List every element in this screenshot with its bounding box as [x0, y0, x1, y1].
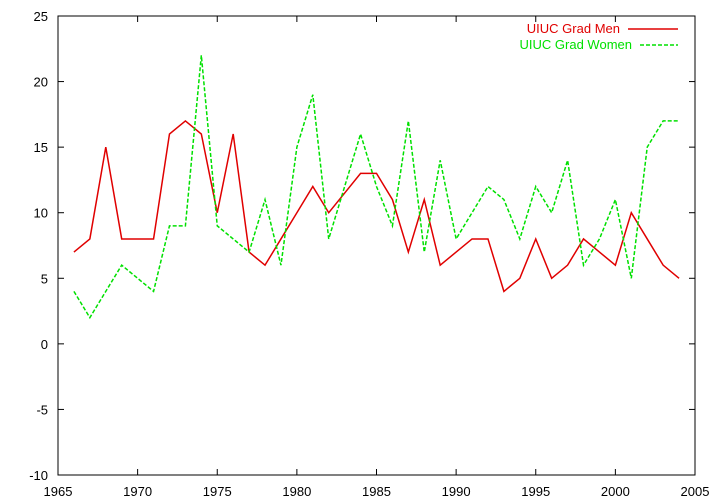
- series-layer: [73, 55, 680, 320]
- legend-label-men: UIUC Grad Men: [527, 21, 620, 36]
- y-tick-label: 20: [34, 75, 48, 90]
- y-tick-label: 0: [41, 337, 48, 352]
- y-tick-label: -5: [36, 402, 48, 417]
- x-tick-label: 2000: [601, 484, 630, 499]
- x-tick-label: 1975: [203, 484, 232, 499]
- x-tick-label: 1995: [521, 484, 550, 499]
- series-line-men: [73, 119, 680, 293]
- y-tick-label: 10: [34, 206, 48, 221]
- series-line-women: [73, 55, 680, 320]
- x-tick-label: 2005: [681, 484, 710, 499]
- x-tick-label: 1985: [362, 484, 391, 499]
- x-axis: 1965 1970 1975 1980 1985 1990 1995 2000 2005: [44, 16, 710, 499]
- legend-label-women: UIUC Grad Women: [520, 37, 632, 52]
- x-tick-label: 1990: [442, 484, 471, 499]
- y-tick-label: 15: [34, 140, 48, 155]
- x-tick-label: 1970: [123, 484, 152, 499]
- x-tick-label: 1980: [282, 484, 311, 499]
- legend: UIUC Grad Men UIUC Grad Women: [520, 21, 678, 52]
- y-tick-label: -10: [29, 468, 48, 483]
- y-axis: -10 -5 0 5 10 15 20 25: [29, 9, 695, 483]
- x-tick-label: 1965: [44, 484, 73, 499]
- y-tick-label: 5: [41, 271, 48, 286]
- y-tick-label: 25: [34, 9, 48, 24]
- plot-frame: [57, 15, 696, 476]
